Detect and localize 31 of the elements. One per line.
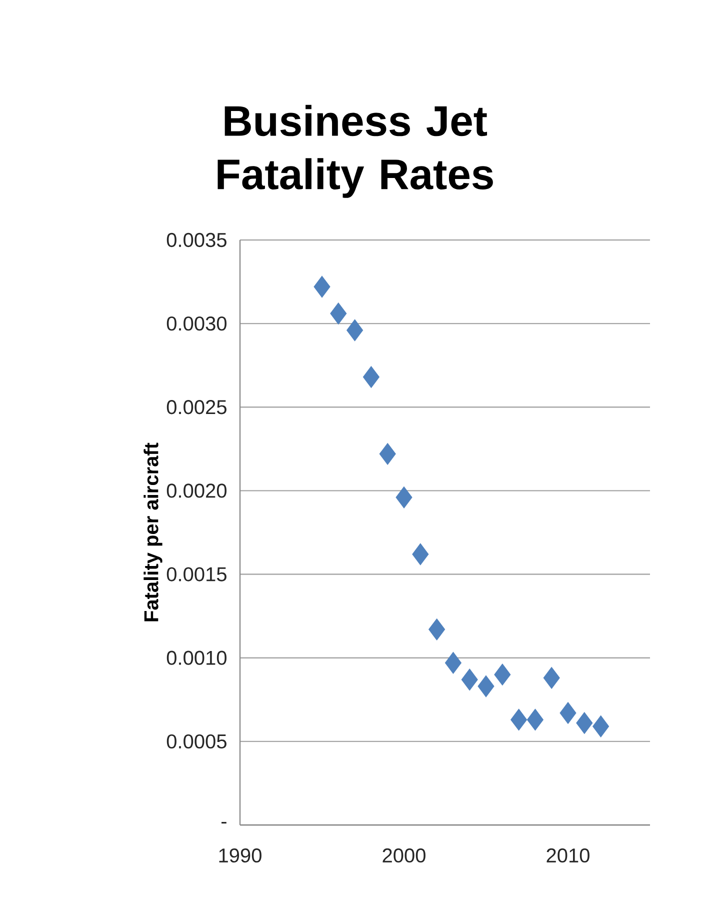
point — [560, 702, 576, 724]
y-tick-label: 0.0035 — [166, 232, 226, 248]
point — [444, 652, 462, 674]
point — [526, 708, 544, 731]
point — [346, 319, 364, 342]
point — [396, 486, 412, 508]
point — [379, 443, 396, 465]
y-tick-label: 0.0020 — [166, 484, 226, 498]
point — [428, 618, 446, 640]
y-axis-title: Fatality per aircraft — [144, 442, 162, 622]
point — [461, 668, 478, 691]
x-tick-label: 2010 — [546, 848, 590, 863]
point — [314, 276, 330, 298]
point — [494, 664, 511, 686]
x-tick-label: 2000 — [382, 848, 426, 863]
y-tick-label: 0.0030 — [166, 316, 226, 331]
y-tick-label: - — [222, 822, 226, 824]
y-tick-label: 0.0015 — [166, 567, 226, 582]
point — [576, 712, 593, 734]
y-tick-label: 0.0010 — [166, 650, 226, 665]
y-tick-label: 0.0025 — [166, 400, 226, 414]
y-tick-label: 0.0005 — [166, 734, 226, 748]
point — [330, 302, 347, 324]
point — [362, 366, 380, 388]
point — [478, 675, 494, 698]
point — [412, 543, 429, 566]
point — [510, 708, 528, 731]
point — [543, 666, 560, 689]
x-tick-label: 1990 — [219, 848, 262, 863]
chart-title: Business Jet Fatality Rates — [218, 104, 493, 198]
point — [592, 715, 610, 738]
